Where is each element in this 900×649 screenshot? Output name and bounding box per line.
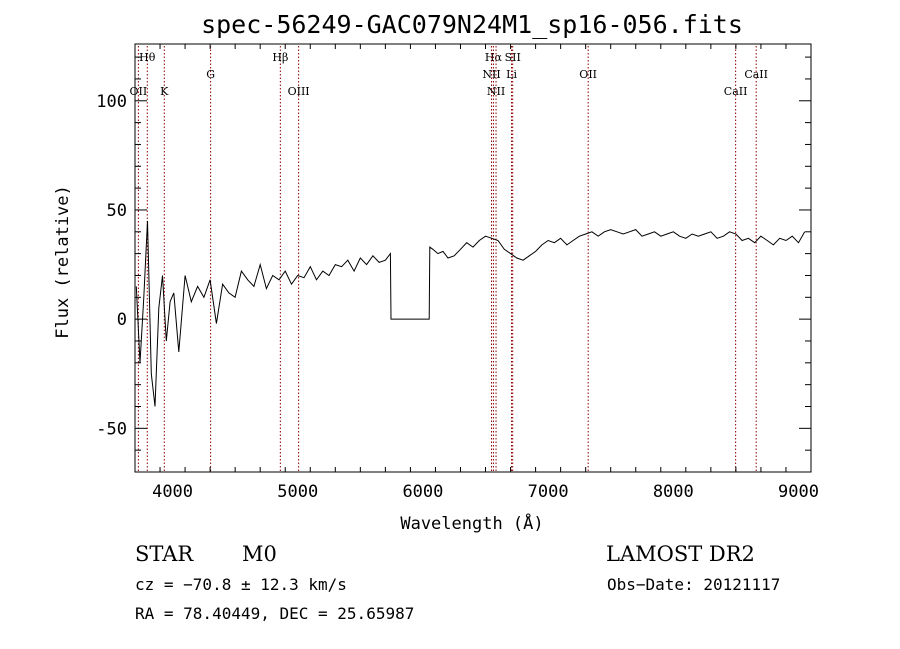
redshift-cz: cz = −70.8 ± 12.3 km/s — [135, 575, 347, 594]
emission-line-label: OII — [579, 68, 597, 81]
emission-line-label: Hβ — [272, 51, 288, 64]
emission-line-label: OIII — [288, 85, 310, 98]
plot-frame — [134, 43, 812, 473]
object-subclass: M0 — [242, 542, 277, 566]
emission-line-label: CaII — [724, 85, 748, 98]
spectrum-line — [135, 220, 806, 407]
x-tick-label: 9000 — [778, 482, 819, 502]
x-tick-label: 4000 — [152, 482, 193, 502]
emission-line-label: SII — [505, 51, 521, 64]
obs-date: Obs−Date: 20121117 — [607, 575, 780, 594]
emission-line-label: NII — [482, 68, 500, 81]
x-axis-label: Wavelength (Å) — [400, 512, 543, 534]
emission-line-label: Hθ — [139, 51, 156, 64]
y-tick-label: 100 — [96, 92, 127, 112]
emission-line-label: CaII — [744, 68, 768, 81]
x-tick-label: 6000 — [402, 482, 443, 502]
x-tick-label: 5000 — [277, 482, 318, 502]
emission-line-label: NII — [487, 85, 505, 98]
x-axis-ticks: 4000 5000 6000 7000 8000 9000 — [134, 44, 819, 502]
survey-name: LAMOST DR2 — [606, 542, 755, 566]
ra-dec: RA = 78.40449, DEC = 25.65987 — [135, 604, 414, 623]
emission-line-label: Li — [506, 68, 517, 81]
y-tick-label: 50 — [107, 201, 127, 221]
y-tick-label: 0 — [117, 310, 127, 330]
emission-line-label: Hα — [485, 51, 503, 64]
chart-title: spec-56249-GAC079N24M1_sp16-056.fits — [201, 10, 743, 39]
emission-line-label: G — [206, 68, 215, 81]
y-axis-ticks: -50 0 50 100 — [96, 56, 811, 451]
x-tick-label: 8000 — [653, 482, 694, 502]
y-tick-label: -50 — [96, 419, 127, 439]
x-tick-label: 7000 — [528, 482, 569, 502]
emission-line-markers: Hθ OII K G Hβ OIII Hα NII NII SII Li OII CaII CaII — [130, 46, 768, 472]
object-class: STAR — [135, 542, 194, 566]
y-axis-label: Flux (relative) — [53, 185, 73, 339]
emission-line-label: K — [160, 85, 169, 98]
emission-line-label: OII — [130, 85, 148, 98]
